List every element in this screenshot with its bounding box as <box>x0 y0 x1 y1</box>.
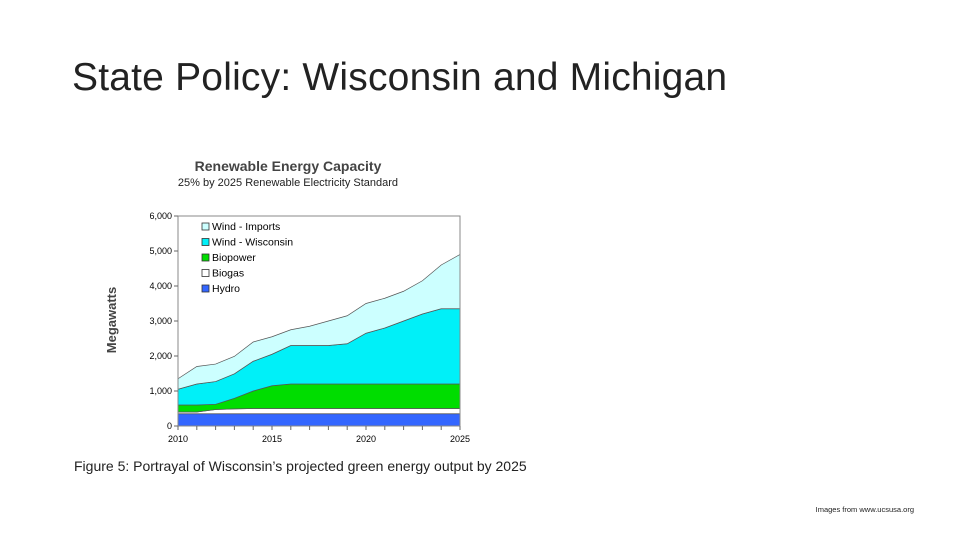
y-axis-label: Megawatts <box>104 287 119 353</box>
renewable-energy-chart: Renewable Energy Capacity 25% by 2025 Re… <box>100 150 480 450</box>
legend-label-biopower: Biopower <box>212 252 256 264</box>
x-tick-label: 2020 <box>356 434 376 444</box>
slide-title: State Policy: Wisconsin and Michigan <box>72 56 728 99</box>
image-credit: Images from www.ucsusa.org <box>815 505 914 514</box>
chart-subtitle: 25% by 2025 Renewable Electricity Standa… <box>178 177 398 189</box>
y-tick-label: 0 <box>167 421 172 431</box>
legend-label-biogas: Biogas <box>212 268 244 280</box>
y-tick-label: 4,000 <box>149 281 172 291</box>
x-tick-label: 2015 <box>262 434 282 444</box>
legend-swatch-biogas <box>201 269 210 277</box>
chart-svg: Renewable Energy Capacity 25% by 2025 Re… <box>104 158 470 444</box>
legend-label-hydro: Hydro <box>212 283 240 295</box>
axis-ticks: 0 1,000 2,000 3,000 4,000 5,000 6,000 2010 2015 2… <box>149 211 470 444</box>
figure-caption: Figure 5: Portrayal of Wisconsin’s proje… <box>74 458 527 474</box>
legend-swatch-hydro <box>201 284 210 293</box>
y-tick-label: 6,000 <box>149 211 172 221</box>
legend: Wind - Imports Wind - Wisconsin Biopower Bi… <box>201 221 293 295</box>
legend-label-wind-wisconsin: Wind - Wisconsin <box>212 237 293 249</box>
legend-label-wind-imports: Wind - Imports <box>212 221 280 233</box>
y-tick-label: 3,000 <box>149 316 172 326</box>
y-tick-label: 2,000 <box>149 351 172 361</box>
x-tick-label: 2010 <box>168 434 188 444</box>
legend-swatch-wind-wisconsin <box>201 238 210 246</box>
plot-area <box>177 215 461 427</box>
y-tick-label: 5,000 <box>149 246 172 256</box>
legend-swatch-biopower <box>201 253 210 262</box>
chart-title: Renewable Energy Capacity <box>195 158 382 174</box>
y-tick-label: 1,000 <box>149 386 172 396</box>
legend-swatch-wind-imports <box>201 222 210 231</box>
area-hydro <box>177 413 461 427</box>
x-tick-label: 2025 <box>450 434 470 444</box>
